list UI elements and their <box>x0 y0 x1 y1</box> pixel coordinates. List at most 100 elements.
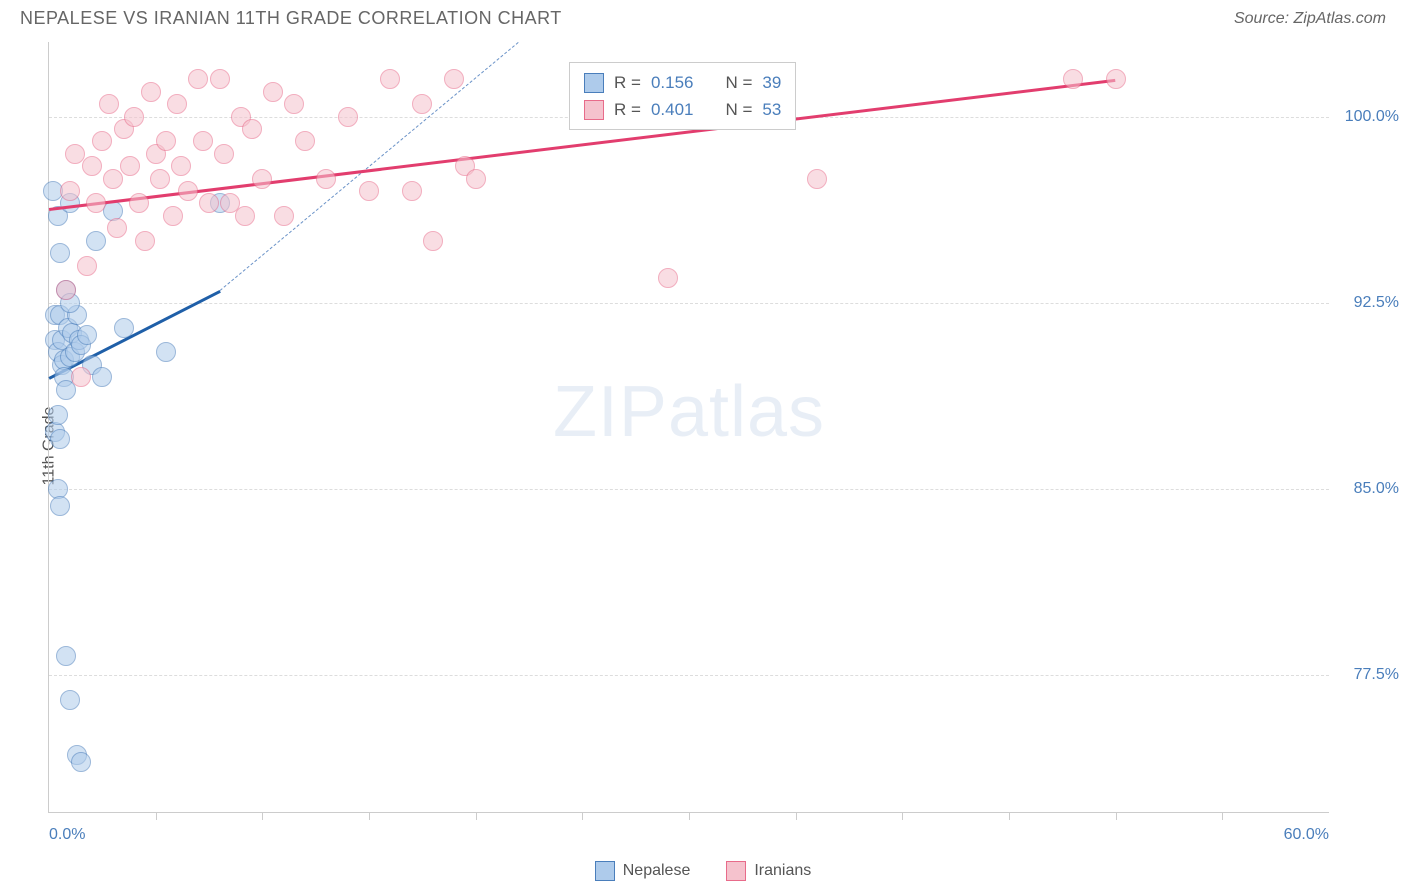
scatter-point-iranians <box>86 193 106 213</box>
scatter-point-iranians <box>412 94 432 114</box>
x-tick-label: 60.0% <box>1284 826 1329 844</box>
scatter-point-iranians <box>65 144 85 164</box>
y-tick-label: 100.0% <box>1339 108 1399 126</box>
watermark-bold: ZIP <box>553 372 668 452</box>
scatter-point-iranians <box>1063 69 1083 89</box>
x-tick <box>1009 812 1010 820</box>
scatter-point-nepalese <box>114 318 134 338</box>
scatter-point-iranians <box>235 206 255 226</box>
scatter-point-iranians <box>210 69 230 89</box>
stat-n-label: N = <box>725 69 752 96</box>
scatter-point-iranians <box>193 131 213 151</box>
scatter-point-iranians <box>92 131 112 151</box>
scatter-point-nepalese <box>156 342 176 362</box>
scatter-point-nepalese <box>92 367 112 387</box>
gridline-horizontal <box>49 489 1329 490</box>
legend-swatch <box>584 100 604 120</box>
x-tick <box>902 812 903 820</box>
scatter-point-iranians <box>141 82 161 102</box>
correlation-stats-box: R = 0.156 N = 39 R = 0.401 N = 53 <box>569 62 796 130</box>
scatter-point-iranians <box>129 193 149 213</box>
stat-n-label: N = <box>725 96 752 123</box>
y-tick-label: 85.0% <box>1339 480 1399 498</box>
scatter-point-iranians <box>188 69 208 89</box>
legend-swatch <box>726 861 746 881</box>
scatter-point-nepalese <box>48 405 68 425</box>
scatter-point-iranians <box>171 156 191 176</box>
x-tick <box>1116 812 1117 820</box>
chart-title: NEPALESE VS IRANIAN 11TH GRADE CORRELATI… <box>20 8 562 29</box>
x-tick <box>156 812 157 820</box>
watermark: ZIPatlas <box>553 371 825 453</box>
scatter-point-iranians <box>135 231 155 251</box>
scatter-point-iranians <box>359 181 379 201</box>
chart-source: Source: ZipAtlas.com <box>1234 10 1386 28</box>
scatter-point-iranians <box>167 94 187 114</box>
stats-row-nepalese: R = 0.156 N = 39 <box>584 69 781 96</box>
legend-item-nepalese: Nepalese <box>595 861 691 881</box>
y-tick-label: 92.5% <box>1339 294 1399 312</box>
scatter-point-iranians <box>156 131 176 151</box>
scatter-point-iranians <box>214 144 234 164</box>
scatter-point-nepalese <box>50 243 70 263</box>
scatter-point-iranians <box>402 181 422 201</box>
stat-n-value: 53 <box>762 96 781 123</box>
scatter-point-nepalese <box>86 231 106 251</box>
scatter-point-iranians <box>423 231 443 251</box>
scatter-point-nepalese <box>71 752 91 772</box>
scatter-point-iranians <box>120 156 140 176</box>
stat-r-value: 0.401 <box>651 96 694 123</box>
scatter-point-iranians <box>466 169 486 189</box>
scatter-point-iranians <box>242 119 262 139</box>
x-tick <box>689 812 690 820</box>
legend-swatch <box>595 861 615 881</box>
x-tick <box>262 812 263 820</box>
scatter-point-iranians <box>107 218 127 238</box>
gridline-horizontal <box>49 303 1329 304</box>
chart-plot-area: ZIPatlas R =0.156N =39R =0.401N =53 77.5… <box>48 42 1329 813</box>
x-tick-label: 0.0% <box>49 826 85 844</box>
y-tick-label: 77.5% <box>1339 666 1399 684</box>
x-tick <box>476 812 477 820</box>
watermark-light: atlas <box>668 372 825 452</box>
scatter-point-iranians <box>103 169 123 189</box>
stat-r-label: R = <box>614 69 641 96</box>
scatter-point-iranians <box>807 169 827 189</box>
chart-header: NEPALESE VS IRANIAN 11TH GRADE CORRELATI… <box>0 0 1406 33</box>
scatter-point-nepalese <box>77 325 97 345</box>
scatter-point-iranians <box>71 367 91 387</box>
stat-r-value: 0.156 <box>651 69 694 96</box>
x-tick <box>582 812 583 820</box>
legend-item-iranians: Iranians <box>726 861 811 881</box>
scatter-point-nepalese <box>60 690 80 710</box>
scatter-point-iranians <box>444 69 464 89</box>
scatter-point-iranians <box>380 69 400 89</box>
scatter-point-iranians <box>60 181 80 201</box>
scatter-point-nepalese <box>50 429 70 449</box>
scatter-point-nepalese <box>56 646 76 666</box>
x-tick <box>796 812 797 820</box>
scatter-point-iranians <box>124 107 144 127</box>
series-legend: Nepalese Iranians <box>0 861 1406 886</box>
scatter-point-iranians <box>99 94 119 114</box>
scatter-point-iranians <box>199 193 219 213</box>
legend-swatch <box>584 73 604 93</box>
scatter-point-iranians <box>178 181 198 201</box>
stat-r-label: R = <box>614 96 641 123</box>
scatter-point-iranians <box>338 107 358 127</box>
x-tick <box>1222 812 1223 820</box>
scatter-point-iranians <box>150 169 170 189</box>
legend-label: Nepalese <box>623 862 691 880</box>
legend-label: Iranians <box>754 862 811 880</box>
scatter-point-iranians <box>56 280 76 300</box>
scatter-point-iranians <box>274 206 294 226</box>
x-tick <box>369 812 370 820</box>
gridline-horizontal <box>49 675 1329 676</box>
stats-row-iranians: R = 0.401 N = 53 <box>584 96 781 123</box>
scatter-point-iranians <box>252 169 272 189</box>
scatter-point-iranians <box>263 82 283 102</box>
scatter-point-iranians <box>82 156 102 176</box>
scatter-point-iranians <box>163 206 183 226</box>
stat-n-value: 39 <box>762 69 781 96</box>
scatter-point-iranians <box>1106 69 1126 89</box>
